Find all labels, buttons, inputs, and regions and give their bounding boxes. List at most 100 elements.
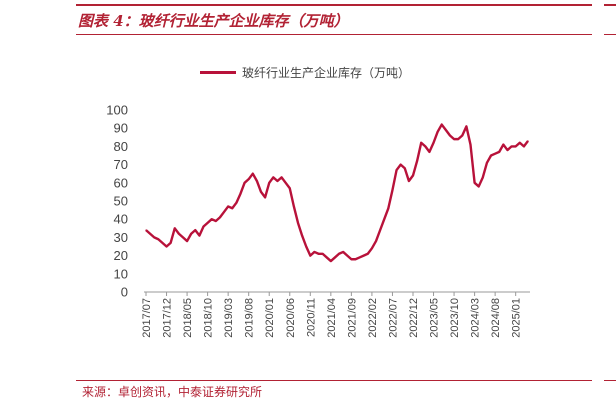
y-tick-label: 50	[114, 194, 128, 209]
x-tick-label: 2022/02	[367, 298, 379, 338]
data-point	[482, 176, 484, 178]
data-point	[223, 211, 225, 213]
x-tick-label: 2019/03	[223, 298, 235, 338]
adjacent-figure-rule	[604, 380, 616, 381]
data-point	[515, 145, 517, 147]
x-tick-label: 2018/10	[203, 298, 215, 338]
data-point	[219, 216, 221, 218]
data-point	[457, 138, 459, 140]
data-point	[153, 236, 155, 238]
data-point	[453, 138, 455, 140]
data-point	[260, 191, 262, 193]
data-point	[519, 142, 521, 144]
data-point	[243, 182, 246, 184]
data-point	[449, 134, 451, 137]
data-point	[510, 145, 513, 147]
y-tick-label: 40	[114, 212, 128, 227]
data-point	[194, 229, 196, 231]
data-point	[400, 164, 402, 166]
data-point	[367, 253, 369, 255]
x-axis-ticks: 2017/07 2017/12 2018/05 2018/10 2019/03 2019/…	[141, 292, 523, 338]
y-tick-label: 100	[106, 103, 128, 118]
data-point	[432, 142, 435, 144]
data-point	[322, 253, 324, 255]
x-tick-label: 2017/07	[141, 298, 153, 338]
x-tick-label: 2020/11	[305, 298, 317, 337]
data-point	[383, 218, 385, 220]
y-axis-ticks: 0 10 20 30 40 50 60 70 80 90 100	[106, 103, 128, 300]
x-tick-label: 2022/12	[408, 298, 420, 338]
data-point	[305, 245, 307, 248]
data-point	[486, 162, 488, 164]
data-point	[379, 229, 381, 231]
y-tick-label: 80	[114, 139, 128, 154]
data-point	[375, 240, 377, 242]
data-point	[211, 218, 213, 220]
data-point	[342, 251, 344, 253]
x-tick-label: 2021/04	[326, 298, 338, 338]
data-point	[215, 220, 217, 222]
data-point	[165, 245, 168, 248]
data-point	[326, 256, 328, 259]
x-tick-label: 2018/05	[182, 298, 194, 338]
x-tick-label: 2024/08	[490, 298, 502, 338]
source-note: 来源：卓创资讯，中泰证券研究所	[82, 385, 263, 399]
data-point	[523, 145, 525, 147]
data-point	[474, 182, 476, 184]
data-point	[404, 167, 406, 169]
data-point	[190, 233, 192, 235]
data-point	[420, 142, 422, 144]
data-point	[354, 258, 357, 260]
data-point	[461, 134, 463, 137]
data-point	[198, 234, 200, 237]
data-point	[280, 176, 283, 178]
data-point	[416, 160, 418, 162]
data-point	[276, 180, 279, 182]
data-point	[293, 205, 295, 208]
data-point	[387, 207, 389, 209]
data-point	[227, 205, 229, 208]
data-point	[157, 238, 159, 240]
data-point	[502, 143, 504, 146]
data-point	[371, 247, 373, 249]
header-bottom-rule	[76, 34, 592, 35]
data-point	[289, 187, 291, 189]
figure-header: 图表 4：玻纤行业生产企业库存（万吨）	[76, 4, 592, 35]
y-tick-label: 60	[114, 175, 128, 190]
data-point	[412, 174, 414, 177]
data-point	[297, 222, 299, 224]
y-tick-label: 90	[114, 121, 128, 136]
data-point	[202, 225, 205, 228]
data-point	[268, 182, 270, 184]
data-point	[264, 196, 266, 198]
x-tick-label: 2022/07	[387, 298, 399, 338]
data-point	[252, 173, 254, 175]
data-point	[161, 242, 164, 244]
data-point	[149, 233, 151, 235]
y-tick-label: 0	[121, 285, 128, 300]
data-point	[350, 258, 352, 260]
x-tick-label: 2024/03	[470, 298, 482, 338]
data-point	[358, 256, 361, 259]
data-point	[494, 153, 496, 155]
data-point	[170, 242, 172, 244]
footer-rule	[76, 380, 592, 381]
x-tick-label: 2021/09	[346, 298, 358, 338]
data-point	[424, 145, 426, 147]
figure-title: 图表 4：玻纤行业生产企业库存（万吨）	[78, 12, 349, 30]
data-point	[207, 222, 209, 224]
legend-label: 玻纤行业生产企业库存（万吨）	[242, 65, 411, 80]
data-point	[317, 253, 320, 255]
data-point	[313, 251, 316, 253]
data-point	[428, 151, 431, 153]
data-point	[490, 154, 492, 157]
x-tick-label: 2019/08	[244, 298, 256, 338]
x-tick-label: 2020/06	[285, 298, 297, 338]
series-layer	[145, 123, 529, 263]
data-point	[498, 151, 500, 153]
adjacent-figure-rule	[604, 4, 616, 6]
data-point	[248, 178, 250, 180]
data-point	[239, 193, 242, 195]
data-point	[346, 255, 348, 257]
data-point	[465, 125, 467, 127]
